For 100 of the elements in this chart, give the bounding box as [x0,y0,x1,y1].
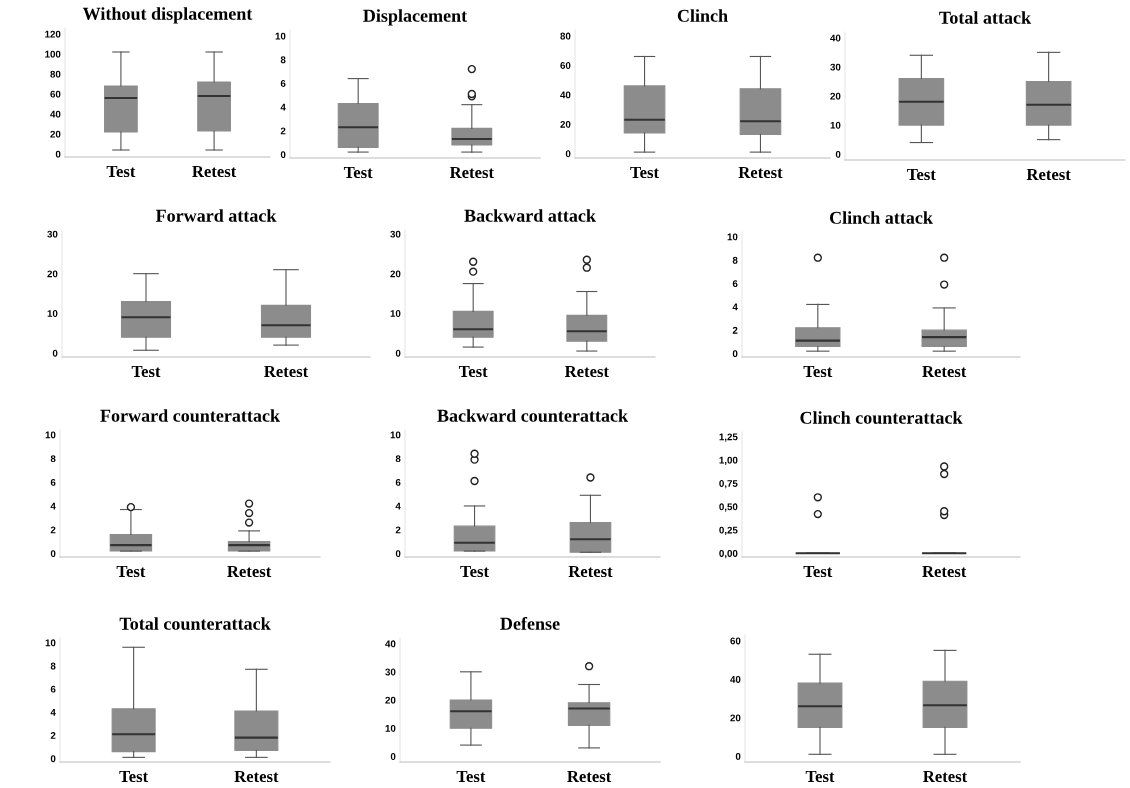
x-tick-label: Retest [738,166,783,179]
y-tick-label: 20 [730,714,741,722]
x-tick-label: Test [343,166,373,179]
y-tick-label: 80 [560,32,571,40]
y-tick-label: 0 [52,349,58,357]
x-tick-label: Retest [564,365,609,378]
y-tick-label: 0 [395,349,401,357]
y-tick-label: 30 [390,230,401,238]
y-tick-label: 0 [50,755,56,763]
y-tick-label: 1,25 [719,433,738,442]
y-tick-label: 0 [732,350,738,358]
x-tick-label: Test [119,770,149,783]
y-tick-label: 4 [395,502,401,510]
x-tick-label: Retest [264,365,309,378]
y-tick-label: 0 [735,752,741,760]
y-tick-label: 60 [560,62,571,69]
y-tick-label: 2 [395,526,401,534]
chart-title: Backward counterattack [437,409,629,422]
x-tick-label: Retest [923,770,968,783]
y-tick-label: 4 [50,709,56,716]
chart-title: Forward attack [155,209,277,222]
y-tick-label: 2 [280,127,286,135]
y-tick-label: 8 [280,56,286,64]
chart-title: Clinch attack [829,211,933,224]
y-tick-label: 10 [390,431,401,439]
y-tick-label: 10 [727,233,738,241]
x-tick-label: Test [907,168,936,181]
y-tick-label: 4 [732,303,738,311]
chart-title: Total attack [939,11,1032,24]
x-tick-label: Test [456,770,486,783]
y-tick-label: 6 [50,478,56,486]
y-tick-label: 10 [385,724,396,732]
y-tick-label: 2 [50,732,56,739]
chart-title: Backward attack [464,209,596,222]
y-tick-label: 20 [47,270,58,278]
y-tick-label: 0 [390,753,396,760]
y-tick-label: 30 [830,63,841,71]
y-tick-label: 40 [50,110,61,118]
y-tick-label: 30 [47,230,58,238]
y-tick-label: 0 [395,550,401,558]
x-tick-label: Retest [922,565,967,578]
y-tick-label: 0,75 [719,480,738,489]
y-tick-label: 4 [50,502,56,510]
y-tick-label: 20 [385,696,396,704]
y-tick-label: 30 [385,668,396,676]
y-tick-label: 0,25 [719,526,738,535]
x-tick-label: Test [630,166,659,179]
chart-title: Forward counterattack [100,409,280,422]
x-tick-label: Test [805,770,835,783]
y-tick-label: 0,50 [719,503,738,512]
y-tick-label: 0 [835,150,841,158]
y-tick-label: 8 [395,455,401,463]
y-tick-label: 6 [395,478,401,486]
chart-title: Clinch [677,9,728,22]
y-tick-label: 6 [732,280,738,288]
y-tick-label: 40 [385,640,396,648]
chart-title: Displacement [363,9,468,26]
y-tick-label: 60 [730,637,741,645]
x-tick-label: Test [460,565,489,578]
y-tick-label: 20 [390,270,401,278]
y-tick-label: 8 [50,455,56,463]
x-tick-label: Test [131,365,161,378]
y-tick-label: 6 [280,80,286,87]
y-tick-label: 40 [560,91,571,99]
y-tick-label: 10 [45,639,56,647]
x-tick-label: Test [458,365,488,378]
y-tick-label: 2 [732,326,738,334]
x-tick-label: Retest [1026,168,1071,181]
x-tick-label: Test [803,365,833,378]
x-tick-label: Retest [192,165,237,178]
y-tick-label: 20 [560,120,571,128]
x-tick-label: Retest [227,565,272,578]
y-tick-label: 0 [565,150,571,158]
x-tick-label: Test [803,565,833,578]
x-tick-label: Retest [567,770,612,783]
chart-title: Defense [500,616,560,630]
y-tick-label: 1,00 [719,456,738,466]
chart-title: Total counterattack [119,617,271,630]
y-tick-label: 8 [732,256,738,264]
x-tick-label: Retest [449,166,494,179]
x-tick-label: Test [106,165,136,178]
y-tick-label: 10 [830,121,841,129]
x-tick-label: Retest [568,565,613,578]
y-tick-label: 10 [390,310,401,317]
y-tick-label: 10 [45,431,56,439]
y-tick-label: 0 [55,150,61,158]
y-tick-label: 60 [50,90,61,98]
y-tick-label: 20 [50,130,61,138]
y-tick-label: 100 [45,50,61,58]
x-tick-label: Test [116,565,146,578]
y-tick-label: 40 [730,675,741,683]
chart-title: Without displacement [82,7,253,24]
y-tick-label: 10 [275,32,286,40]
y-tick-label: 0,00 [719,550,738,559]
y-tick-label: 20 [830,92,841,100]
y-tick-label: 80 [50,70,61,78]
y-tick-label: 10 [47,310,58,317]
y-tick-label: 40 [830,34,841,42]
x-tick-label: Retest [922,365,967,378]
y-tick-label: 4 [280,103,286,111]
